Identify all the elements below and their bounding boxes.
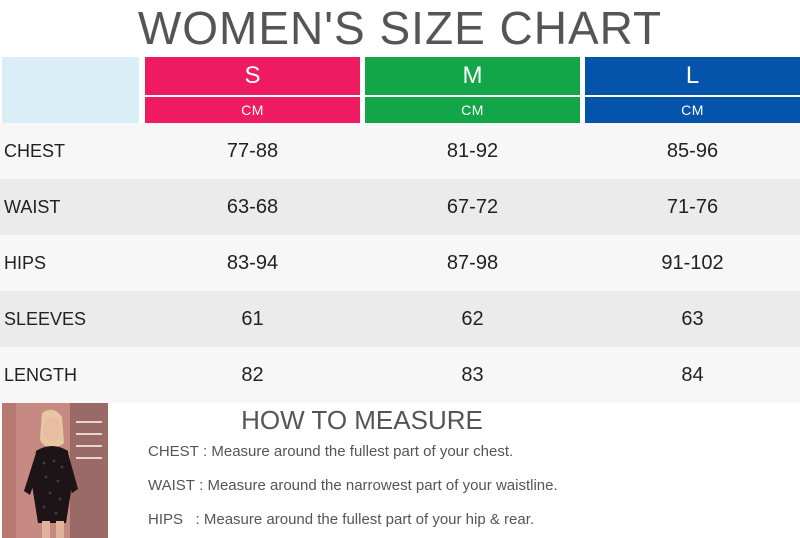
cell-m: 67-72 bbox=[446, 196, 499, 218]
measure-item-waist: WAIST : Measure around the narrowest par… bbox=[148, 476, 558, 496]
how-to-measure-title: HOW TO MEASURE bbox=[241, 405, 483, 435]
unit-header-l: CM bbox=[585, 97, 800, 123]
measure-item-chest: CHEST : Measure around the fullest part … bbox=[148, 442, 513, 462]
row-label: LENGTH bbox=[4, 365, 78, 385]
row-label: HIPS bbox=[4, 253, 47, 273]
model-photo-illustration bbox=[2, 403, 108, 538]
measure-text: Measure around the fullest part of your … bbox=[203, 511, 535, 528]
row-label: WAIST bbox=[4, 197, 61, 217]
page-title: WOMEN'S SIZE CHART bbox=[137, 2, 663, 54]
unit-header-m: CM bbox=[365, 97, 580, 123]
size-header-m: M bbox=[365, 57, 580, 95]
cell-s: 77-88 bbox=[226, 140, 279, 162]
measure-item-hips: HIPS : Measure around the fullest part o… bbox=[148, 510, 534, 530]
cell-s: 63-68 bbox=[226, 196, 279, 218]
cell-s: 82 bbox=[241, 364, 264, 386]
cell-l: 91-102 bbox=[661, 252, 724, 274]
unit-header-s: CM bbox=[145, 97, 360, 123]
row-label: CHEST bbox=[4, 141, 66, 161]
table-row-sleeves: SLEEVES 61 62 63 bbox=[0, 291, 800, 347]
cell-s: 61 bbox=[241, 308, 264, 330]
size-header-l: L bbox=[585, 57, 800, 95]
size-header-s: S bbox=[145, 57, 360, 95]
row-label: SLEEVES bbox=[4, 309, 87, 329]
measure-key: WAIST : bbox=[148, 477, 204, 494]
table-row-waist: WAIST 63-68 67-72 71-76 bbox=[0, 179, 800, 235]
cell-m: 83 bbox=[461, 364, 484, 386]
model-photo bbox=[2, 403, 108, 538]
measure-key: HIPS : bbox=[148, 511, 200, 528]
table-row-chest: CHEST 77-88 81-92 85-96 bbox=[0, 123, 800, 179]
cell-m: 62 bbox=[461, 308, 484, 330]
cell-l: 63 bbox=[681, 308, 704, 330]
table-row-hips: HIPS 83-94 87-98 91-102 bbox=[0, 235, 800, 291]
header-corner-cell bbox=[2, 57, 139, 123]
cell-m: 87-98 bbox=[446, 252, 499, 274]
cell-m: 81-92 bbox=[446, 140, 499, 162]
cell-l: 71-76 bbox=[666, 196, 719, 218]
cell-s: 83-94 bbox=[226, 252, 279, 274]
table-row-length: LENGTH 82 83 84 bbox=[0, 347, 800, 403]
cell-l: 85-96 bbox=[666, 140, 719, 162]
measure-text: Measure around the fullest part of your … bbox=[211, 443, 514, 460]
measure-text: Measure around the narrowest part of you… bbox=[207, 477, 558, 494]
measure-key: CHEST : bbox=[148, 443, 208, 460]
cell-l: 84 bbox=[681, 364, 704, 386]
